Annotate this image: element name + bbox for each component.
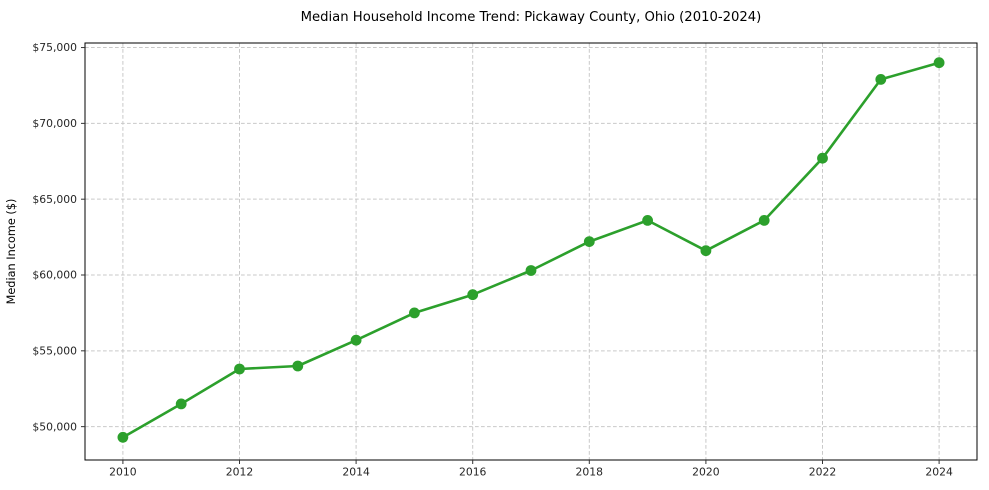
y-tick-label: $50,000 <box>32 420 77 433</box>
data-point <box>467 289 479 301</box>
data-point <box>817 152 828 164</box>
data-point <box>525 265 537 276</box>
y-tick-label: $60,000 <box>32 269 77 282</box>
x-tick-label: 2020 <box>692 466 720 479</box>
y-tick-label: $65,000 <box>32 193 77 206</box>
data-point <box>700 245 712 257</box>
data-point <box>758 215 770 226</box>
data-point <box>350 334 362 346</box>
x-tick-label: 2024 <box>925 466 953 479</box>
data-point <box>875 74 887 85</box>
x-tick-label: 2022 <box>809 466 836 479</box>
x-tick-label: 2018 <box>576 466 604 479</box>
series-layer <box>117 57 945 443</box>
data-point <box>642 215 653 226</box>
data-point <box>175 398 187 410</box>
data-point <box>409 307 420 319</box>
data-point <box>292 360 304 372</box>
x-tick-label: 2012 <box>226 466 253 479</box>
data-point <box>234 363 245 375</box>
data-point <box>117 431 129 443</box>
grid-layer <box>85 43 977 460</box>
data-point <box>933 57 945 69</box>
y-tick-label: $70,000 <box>32 117 77 130</box>
y-axis-label: Median Income ($) <box>5 199 18 305</box>
plot-frame <box>84 42 978 461</box>
x-tick-label: 2010 <box>109 466 137 479</box>
x-tick-label: 2014 <box>342 466 370 479</box>
y-tick-label: $55,000 <box>32 345 77 358</box>
x-tick-label: 2016 <box>459 466 487 479</box>
y-tick-label: $75,000 <box>32 41 77 54</box>
chart-title: Median Household Income Trend: Pickaway … <box>301 10 762 25</box>
data-point <box>583 236 595 248</box>
trend-line <box>121 61 941 439</box>
axis-layer: $50,000 $55,000 $60,000 $65,000 $70,000 $75,0… <box>32 41 953 478</box>
